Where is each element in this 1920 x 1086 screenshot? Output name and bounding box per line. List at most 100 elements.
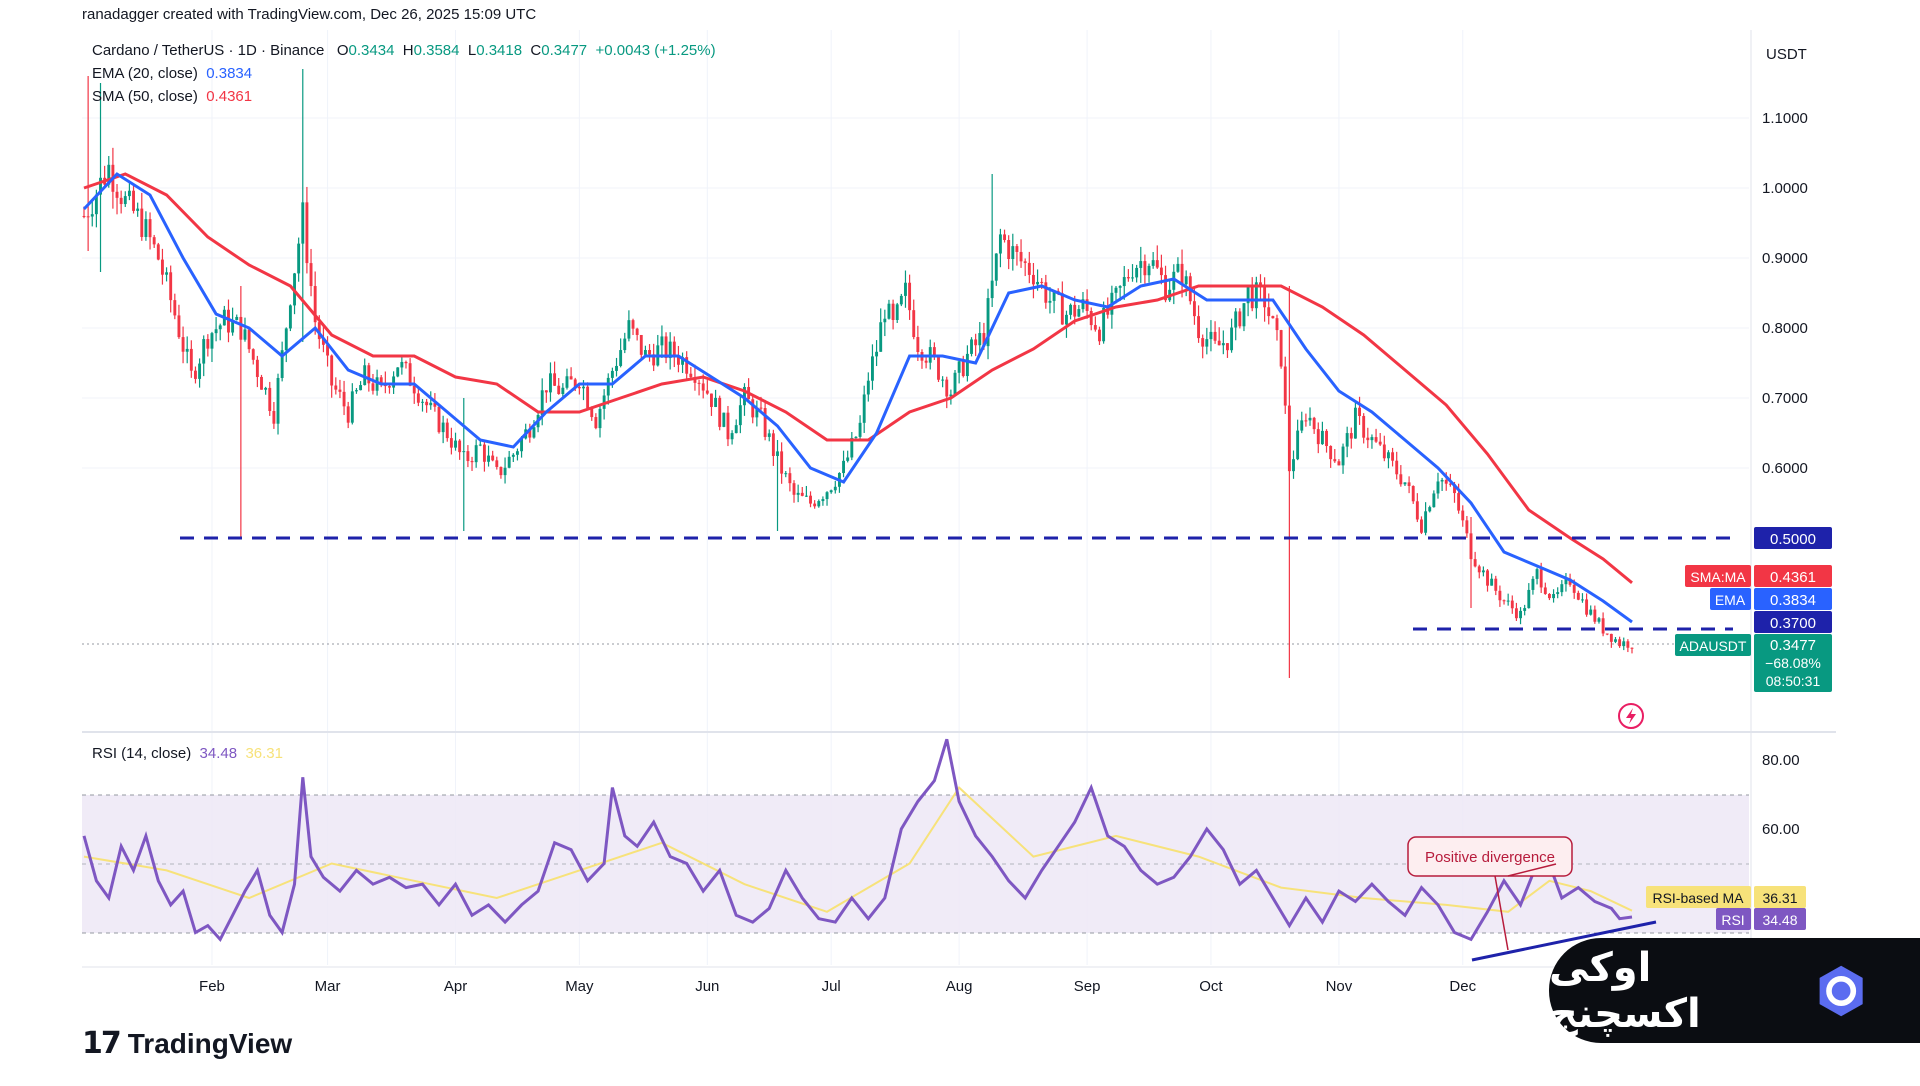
candle-body	[1399, 474, 1403, 485]
candle-body	[833, 486, 837, 491]
candle-body	[301, 202, 305, 244]
price-tick-label: 0.7000	[1762, 390, 1808, 407]
tag-rsima-value-bg	[1754, 886, 1806, 908]
candle-body	[1015, 246, 1019, 252]
candle-body	[433, 402, 437, 407]
ohlc-high: 0.3584	[413, 42, 460, 59]
candle-body	[1118, 286, 1122, 288]
candle-body	[639, 334, 643, 355]
tag-sma-name: SMA:MA	[1690, 569, 1746, 585]
candle-body	[648, 350, 651, 355]
candle-body	[1308, 417, 1312, 421]
candle-body	[412, 385, 416, 394]
rsi-axis: 80.00 60.00	[1762, 752, 1800, 838]
candle-body	[871, 356, 874, 381]
candle-body	[1436, 481, 1440, 494]
candle-body	[1490, 578, 1494, 586]
rsi-legend[interactable]: RSI (14, close) 34.48 36.31	[92, 745, 283, 762]
candle-body	[1044, 282, 1048, 303]
divergence-trendline	[1471, 920, 1657, 962]
candle-body	[1238, 311, 1242, 327]
candle-body	[598, 408, 602, 429]
candle-body	[132, 190, 135, 211]
candle-body	[1387, 452, 1390, 459]
candle-body	[107, 164, 111, 185]
candle-body	[1019, 251, 1023, 262]
month-tick-label: Oct	[1199, 978, 1223, 995]
symbol-legend[interactable]: Cardano / TetherUS · 1D · Binance O0.343…	[92, 42, 716, 59]
ohlc-h-label: H	[402, 42, 414, 59]
candle-body	[941, 379, 945, 381]
candle-body	[582, 386, 585, 389]
candle-body	[1213, 331, 1217, 341]
candle-body	[127, 190, 131, 197]
candle-body	[1081, 299, 1085, 310]
month-tick-label: Feb	[199, 978, 225, 995]
candle-body	[346, 406, 350, 423]
candle-body	[1077, 309, 1081, 317]
candle-body	[672, 341, 676, 357]
candle-body	[367, 365, 371, 384]
candle-body	[462, 451, 466, 453]
candle-body	[355, 390, 358, 392]
candle-body	[1151, 260, 1155, 266]
candle-body	[924, 360, 928, 363]
candle-body	[1205, 339, 1209, 347]
candle-body	[726, 412, 730, 440]
candle-body	[342, 391, 346, 407]
candle-body	[1023, 261, 1027, 263]
candle-body	[994, 253, 998, 281]
candle-body	[330, 355, 334, 386]
candle-body	[408, 363, 412, 386]
candle-body	[1358, 407, 1361, 417]
candle-body	[185, 348, 189, 352]
candle-body	[1477, 566, 1481, 573]
ema-legend[interactable]: EMA (20, close) 0.3834	[92, 65, 252, 82]
candle-body	[1494, 578, 1498, 591]
candle-body	[99, 177, 102, 195]
tradingview-brand: 17 TradingView	[82, 1026, 292, 1061]
candle-body	[858, 422, 862, 437]
candle-body	[652, 354, 656, 366]
candle-body	[309, 263, 313, 287]
candle-body	[619, 350, 623, 366]
candle-body	[689, 373, 693, 378]
month-tick-label: Jun	[695, 978, 719, 995]
tag-050-value: 0.5000	[1770, 531, 1816, 548]
divergence-pointer-right	[1507, 863, 1557, 877]
sma-legend[interactable]: SMA (50, close) 0.4361	[92, 88, 252, 105]
candle-body	[326, 344, 329, 356]
candle-body	[932, 347, 936, 357]
candle-body	[507, 456, 511, 468]
candle-body	[288, 305, 292, 329]
candle-body	[350, 391, 354, 423]
candle-body	[1514, 608, 1518, 619]
candle-body	[813, 503, 817, 507]
sma-legend-value: 0.4361	[206, 88, 253, 105]
candle-body	[1292, 459, 1295, 472]
candle-body	[379, 377, 383, 383]
ohlc-l-label: L	[467, 42, 477, 59]
candle-body	[986, 298, 990, 347]
ohlc-o-label: O	[336, 42, 349, 59]
candle-body	[119, 197, 123, 205]
candle-body	[788, 473, 792, 484]
candle-body	[743, 386, 746, 406]
candle-body	[540, 390, 544, 415]
candle-body	[511, 454, 515, 457]
sma-50-line	[83, 172, 1633, 584]
candle-body	[1589, 609, 1593, 615]
candle-body	[297, 243, 301, 274]
candle-body	[1159, 267, 1163, 276]
tag-sma-value: 0.4361	[1770, 569, 1816, 586]
price-axis: 1.1000 1.0000 0.9000 0.8000 0.7000 0.6000	[1762, 110, 1808, 477]
candle-body	[623, 338, 627, 351]
candle-body	[953, 372, 957, 395]
candle-body	[169, 272, 173, 301]
candle-body	[887, 303, 891, 319]
candle-body	[482, 444, 486, 462]
candle-body	[210, 333, 214, 349]
candle-body	[1601, 618, 1605, 634]
candle-body	[1523, 608, 1527, 611]
